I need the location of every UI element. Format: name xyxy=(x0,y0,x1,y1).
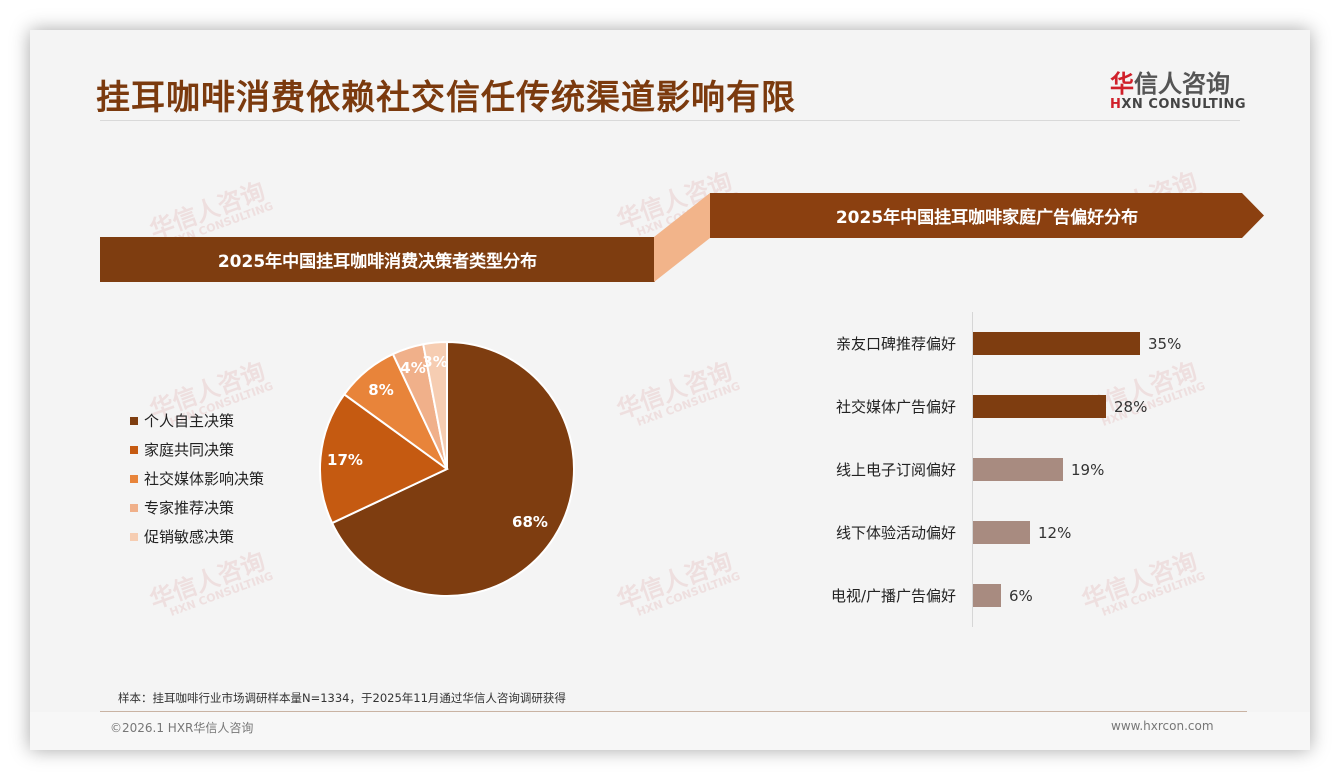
legend-item: 促销敏感决策 xyxy=(130,522,264,551)
pie-label: 8% xyxy=(368,381,394,399)
pie-chart-banner: 2025年中国挂耳咖啡消费决策者类型分布 xyxy=(100,237,655,282)
legend-label: 促销敏感决策 xyxy=(144,528,235,546)
pie-label: 17% xyxy=(327,451,363,469)
legend-label: 社交媒体影响决策 xyxy=(144,470,265,488)
bar-value: 35% xyxy=(1148,335,1182,353)
legend-item: 家庭共同决策 xyxy=(130,435,264,464)
banner-connector xyxy=(654,193,710,282)
bar-chart-banner: 2025年中国挂耳咖啡家庭广告偏好分布 xyxy=(710,193,1264,238)
brand-logo: 华信人咨询 HXN CONSULTING xyxy=(1110,64,1250,112)
bar-category: 亲友口碑推荐偏好 xyxy=(835,335,956,353)
bar-category: 电视/广播广告偏好 xyxy=(830,587,956,605)
pie-slice xyxy=(319,392,449,525)
pie-slice xyxy=(422,340,448,470)
legend-item: 个人自主决策 xyxy=(130,406,264,435)
bar xyxy=(973,395,1106,418)
logo-en-text: XN CONSULTING xyxy=(1121,97,1247,112)
bar xyxy=(973,584,1001,607)
footer-bar xyxy=(30,712,1310,750)
bar-value: 28% xyxy=(1114,398,1148,416)
legend-item: 专家推荐决策 xyxy=(130,493,264,522)
legend-swatch xyxy=(130,445,138,454)
bar-value: 19% xyxy=(1071,461,1105,479)
pie-label: 3% xyxy=(422,353,448,371)
bar-chart-title: 2025年中国挂耳咖啡家庭广告偏好分布 xyxy=(835,208,1139,228)
bar-value: 12% xyxy=(1038,524,1072,542)
bar xyxy=(973,521,1030,544)
title-divider xyxy=(100,120,1240,121)
pie-slice xyxy=(330,340,575,597)
pie-chart-title: 2025年中国挂耳咖啡消费决策者类型分布 xyxy=(217,252,538,272)
logo-text: 信人咨询 xyxy=(1134,70,1230,98)
pie-chart xyxy=(319,340,575,597)
bar xyxy=(973,332,1140,355)
bar xyxy=(973,458,1063,481)
legend-label: 家庭共同决策 xyxy=(144,441,235,459)
legend-swatch xyxy=(130,416,138,425)
website-link[interactable]: www.hxrcon.com xyxy=(1111,719,1214,733)
legend-label: 个人自主决策 xyxy=(144,412,235,430)
sample-note: 样本：挂耳咖啡行业市场调研样本量N=1334，于2025年11月通过华信人咨询调… xyxy=(118,691,566,705)
pie-label: 4% xyxy=(400,359,426,377)
bar-axis xyxy=(972,312,973,627)
bar-category: 线下体验活动偏好 xyxy=(835,524,956,542)
arrow-banner-shape xyxy=(710,193,1264,238)
legend-swatch xyxy=(130,532,138,541)
bar-value: 6% xyxy=(1009,587,1033,605)
bar-category: 线上电子订阅偏好 xyxy=(835,461,956,479)
copyright: ©2026.1 HXR华信人咨询 xyxy=(110,721,254,735)
footer-divider xyxy=(100,711,1247,712)
pie-label: 68% xyxy=(512,513,548,531)
legend-swatch xyxy=(130,503,138,512)
logo-mark: 华 xyxy=(1110,70,1134,98)
page-title: 挂耳咖啡消费依赖社交信任传统渠道影响有限 xyxy=(96,78,796,118)
bar-category: 社交媒体广告偏好 xyxy=(835,398,956,416)
pie-legend: 个人自主决策 家庭共同决策 社交媒体影响决策 专家推荐决策 促销敏感决策 xyxy=(130,406,264,551)
legend-swatch xyxy=(130,474,138,483)
legend-label: 专家推荐决策 xyxy=(144,499,235,517)
logo-en-mark: H xyxy=(1110,97,1122,112)
legend-item: 社交媒体影响决策 xyxy=(130,464,264,493)
